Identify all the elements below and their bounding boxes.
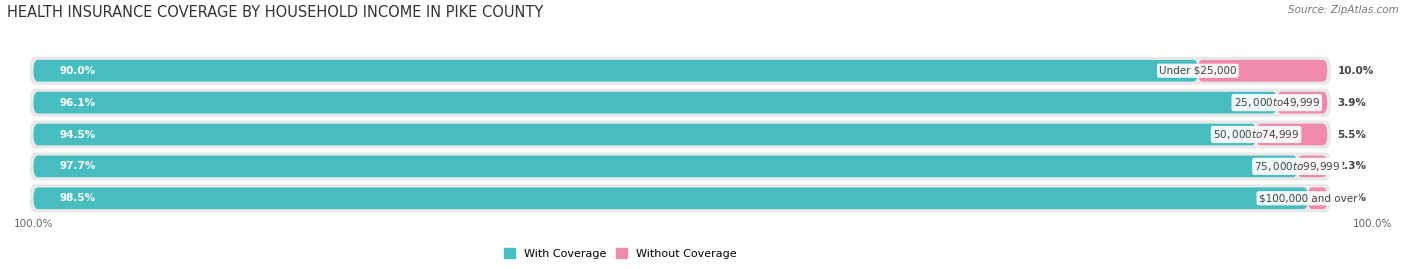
- Text: 96.1%: 96.1%: [59, 98, 96, 108]
- Text: Source: ZipAtlas.com: Source: ZipAtlas.com: [1288, 5, 1399, 15]
- FancyBboxPatch shape: [34, 92, 1277, 114]
- FancyBboxPatch shape: [30, 57, 1331, 85]
- Text: 1.5%: 1.5%: [1337, 193, 1367, 203]
- FancyBboxPatch shape: [1277, 92, 1327, 114]
- FancyBboxPatch shape: [30, 89, 1331, 117]
- FancyBboxPatch shape: [30, 152, 1331, 180]
- Text: HEALTH INSURANCE COVERAGE BY HOUSEHOLD INCOME IN PIKE COUNTY: HEALTH INSURANCE COVERAGE BY HOUSEHOLD I…: [7, 5, 543, 20]
- FancyBboxPatch shape: [34, 124, 1256, 145]
- Text: $75,000 to $99,999: $75,000 to $99,999: [1254, 160, 1341, 173]
- FancyBboxPatch shape: [30, 184, 1331, 212]
- FancyBboxPatch shape: [34, 187, 1308, 209]
- Text: Under $25,000: Under $25,000: [1159, 66, 1237, 76]
- FancyBboxPatch shape: [1298, 155, 1327, 177]
- Text: 100.0%: 100.0%: [1353, 219, 1392, 229]
- FancyBboxPatch shape: [1308, 187, 1327, 209]
- Text: 97.7%: 97.7%: [59, 161, 96, 171]
- FancyBboxPatch shape: [34, 60, 1198, 82]
- Text: $100,000 and over: $100,000 and over: [1258, 193, 1357, 203]
- Text: 3.9%: 3.9%: [1337, 98, 1367, 108]
- FancyBboxPatch shape: [1198, 60, 1327, 82]
- Text: $25,000 to $49,999: $25,000 to $49,999: [1233, 96, 1320, 109]
- Text: 98.5%: 98.5%: [59, 193, 96, 203]
- Text: 100.0%: 100.0%: [14, 219, 53, 229]
- Text: 2.3%: 2.3%: [1337, 161, 1367, 171]
- Legend: With Coverage, Without Coverage: With Coverage, Without Coverage: [501, 244, 741, 263]
- Text: $50,000 to $74,999: $50,000 to $74,999: [1213, 128, 1299, 141]
- FancyBboxPatch shape: [34, 155, 1298, 177]
- Text: 5.5%: 5.5%: [1337, 129, 1367, 140]
- Text: 10.0%: 10.0%: [1337, 66, 1374, 76]
- FancyBboxPatch shape: [30, 121, 1331, 148]
- FancyBboxPatch shape: [1256, 124, 1327, 145]
- Text: 90.0%: 90.0%: [59, 66, 96, 76]
- Text: 94.5%: 94.5%: [59, 129, 96, 140]
